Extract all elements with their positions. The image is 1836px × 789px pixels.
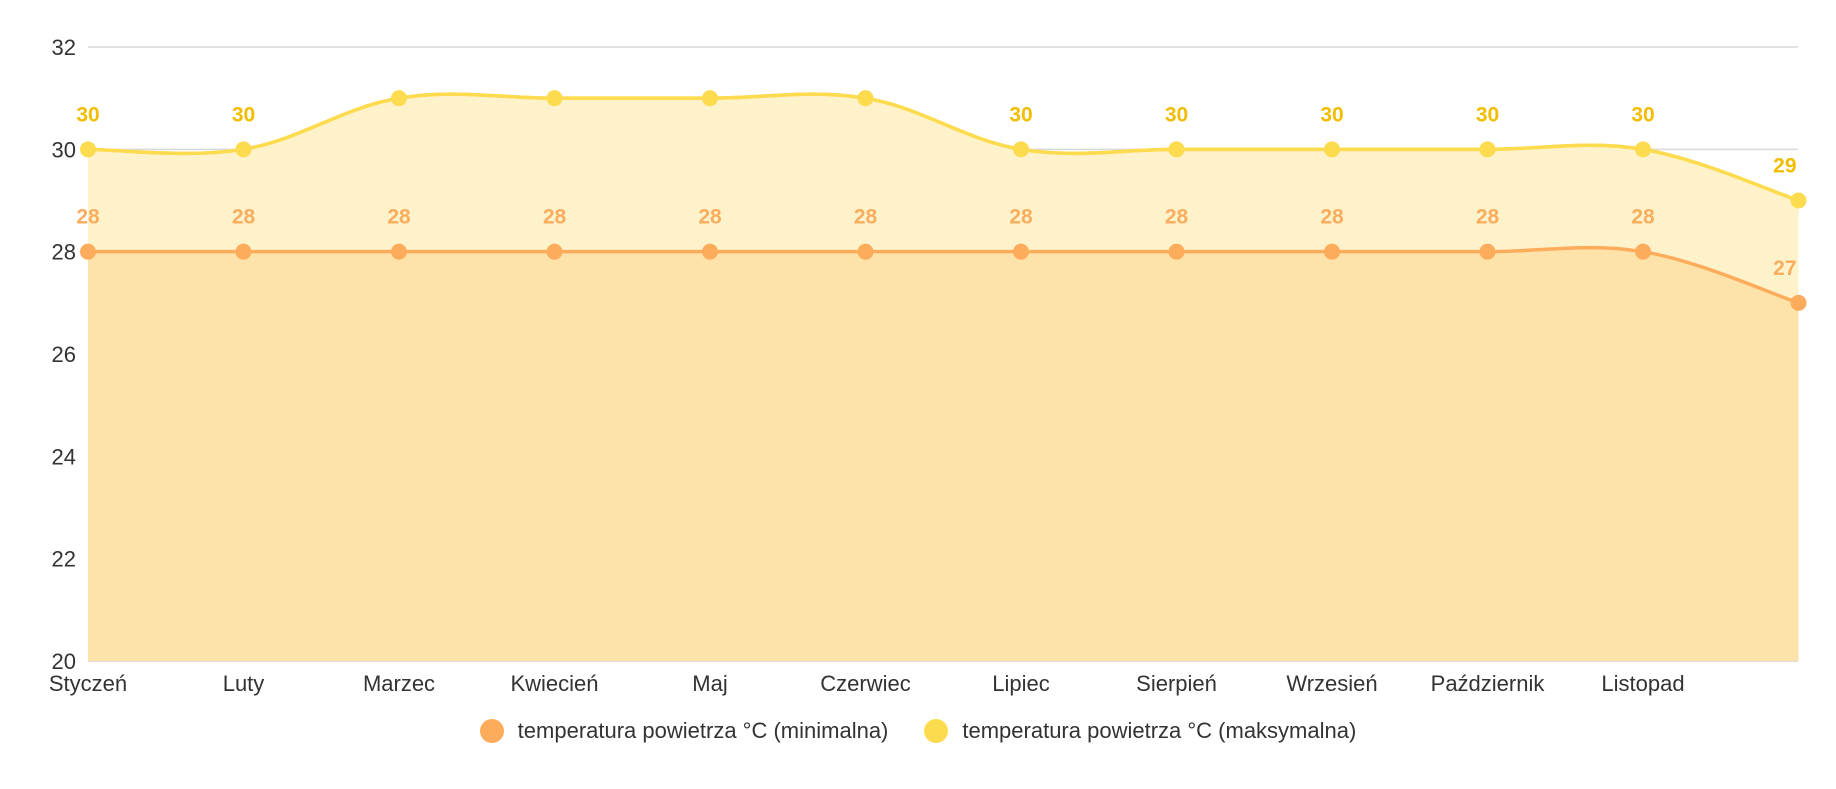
legend-label-min: temperatura powietrza °C (minimalna) (517, 718, 889, 743)
axis-labels: 20 22 24 26 28 30 32 Styczeń Luty Marzec Kwiecień M… (49, 35, 1685, 696)
data-point-max[interactable] (546, 90, 563, 107)
legend-label-max: temperatura powietrza °C (maksymalna) (962, 718, 1357, 743)
data-label-max: 30 (1476, 103, 1499, 126)
x-tick-label: Luty (223, 671, 265, 696)
series-area-min (88, 247, 1799, 661)
data-point-min[interactable] (1324, 243, 1340, 260)
series-line-max-overlay (87, 92, 1800, 203)
series-lines (87, 92, 1800, 305)
data-label-min: 28 (1009, 206, 1033, 229)
x-tick-label: Wrzesień (1286, 671, 1377, 696)
data-point-max[interactable] (1013, 141, 1029, 158)
data-label-min: 28 (76, 206, 100, 229)
y-tick-label: 24 (52, 444, 76, 469)
data-point-min[interactable] (80, 243, 96, 260)
data-label-max: 30 (1320, 103, 1343, 126)
data-point-min[interactable] (1479, 243, 1496, 260)
data-point-max[interactable] (391, 90, 407, 107)
legend-item-max[interactable]: temperatura powietrza °C (maksymalna) (924, 718, 1356, 744)
data-point-min[interactable] (1635, 243, 1651, 260)
data-labels: 30 30 30 30 30 30 30 29 28 28 28 28 28 28 28 28 28 28 28 27 (76, 103, 1796, 280)
legend-swatch-min (479, 719, 504, 743)
data-label-max: 30 (1631, 103, 1654, 126)
data-point-max[interactable] (235, 141, 252, 158)
y-tick-label: 30 (52, 137, 76, 162)
x-tick-label: Kwiecień (510, 671, 598, 696)
series-points (80, 90, 1807, 311)
data-label-min: 28 (698, 206, 722, 229)
data-point-min[interactable] (391, 243, 407, 260)
x-tick-label: Styczeń (49, 671, 127, 696)
legend-item-min[interactable]: temperatura powietrza °C (minimalna) (479, 718, 889, 744)
data-point-max[interactable] (1479, 141, 1496, 158)
data-label-min: 28 (387, 206, 411, 229)
data-label-min: 28 (854, 206, 878, 229)
data-point-min[interactable] (702, 243, 718, 260)
series-line-min (87, 245, 1800, 305)
data-point-max[interactable] (702, 90, 718, 107)
y-tick-label: 20 (52, 649, 76, 674)
legend-swatch-max (924, 719, 949, 743)
legend: temperatura powietrza °C (minimalna) tem… (0, 718, 1836, 744)
data-label-max: 30 (1165, 103, 1188, 126)
x-tick-label: Marzec (363, 671, 435, 696)
x-tick-label: Maj (692, 671, 727, 696)
y-tick-label: 32 (52, 35, 76, 60)
data-label-max: 30 (76, 103, 99, 126)
data-label-min: 28 (232, 206, 256, 229)
data-point-max[interactable] (80, 141, 96, 158)
data-point-max[interactable] (1635, 141, 1651, 158)
data-point-min[interactable] (1790, 294, 1807, 311)
y-tick-label: 26 (52, 342, 76, 367)
x-tick-label: Czerwiec (820, 671, 910, 696)
x-tick-label: Listopad (1601, 671, 1684, 696)
x-tick-label: Lipiec (992, 671, 1049, 696)
data-point-min[interactable] (546, 243, 563, 260)
data-point-min[interactable] (235, 243, 252, 260)
data-point-min[interactable] (1013, 243, 1029, 260)
data-point-min[interactable] (857, 243, 874, 260)
data-label-min: 28 (1476, 206, 1500, 229)
y-tick-label: 22 (52, 547, 76, 572)
data-point-max[interactable] (1790, 192, 1807, 209)
data-label-max: 29 (1773, 155, 1796, 178)
series-areas (88, 94, 1799, 661)
data-label-min: 27 (1773, 257, 1796, 280)
y-tick-label: 28 (52, 240, 76, 265)
x-tick-label: Październik (1431, 671, 1546, 696)
x-tick-label: Sierpień (1136, 671, 1217, 696)
data-label-min: 28 (543, 206, 567, 229)
data-point-max[interactable] (857, 90, 874, 107)
data-label-min: 28 (1631, 206, 1655, 229)
data-point-max[interactable] (1324, 141, 1340, 158)
data-label-min: 28 (1320, 206, 1344, 229)
data-point-min[interactable] (1168, 243, 1185, 260)
data-label-max: 30 (232, 103, 255, 126)
data-point-max[interactable] (1168, 141, 1185, 158)
data-label-min: 28 (1165, 206, 1189, 229)
data-label-max: 30 (1009, 103, 1032, 126)
